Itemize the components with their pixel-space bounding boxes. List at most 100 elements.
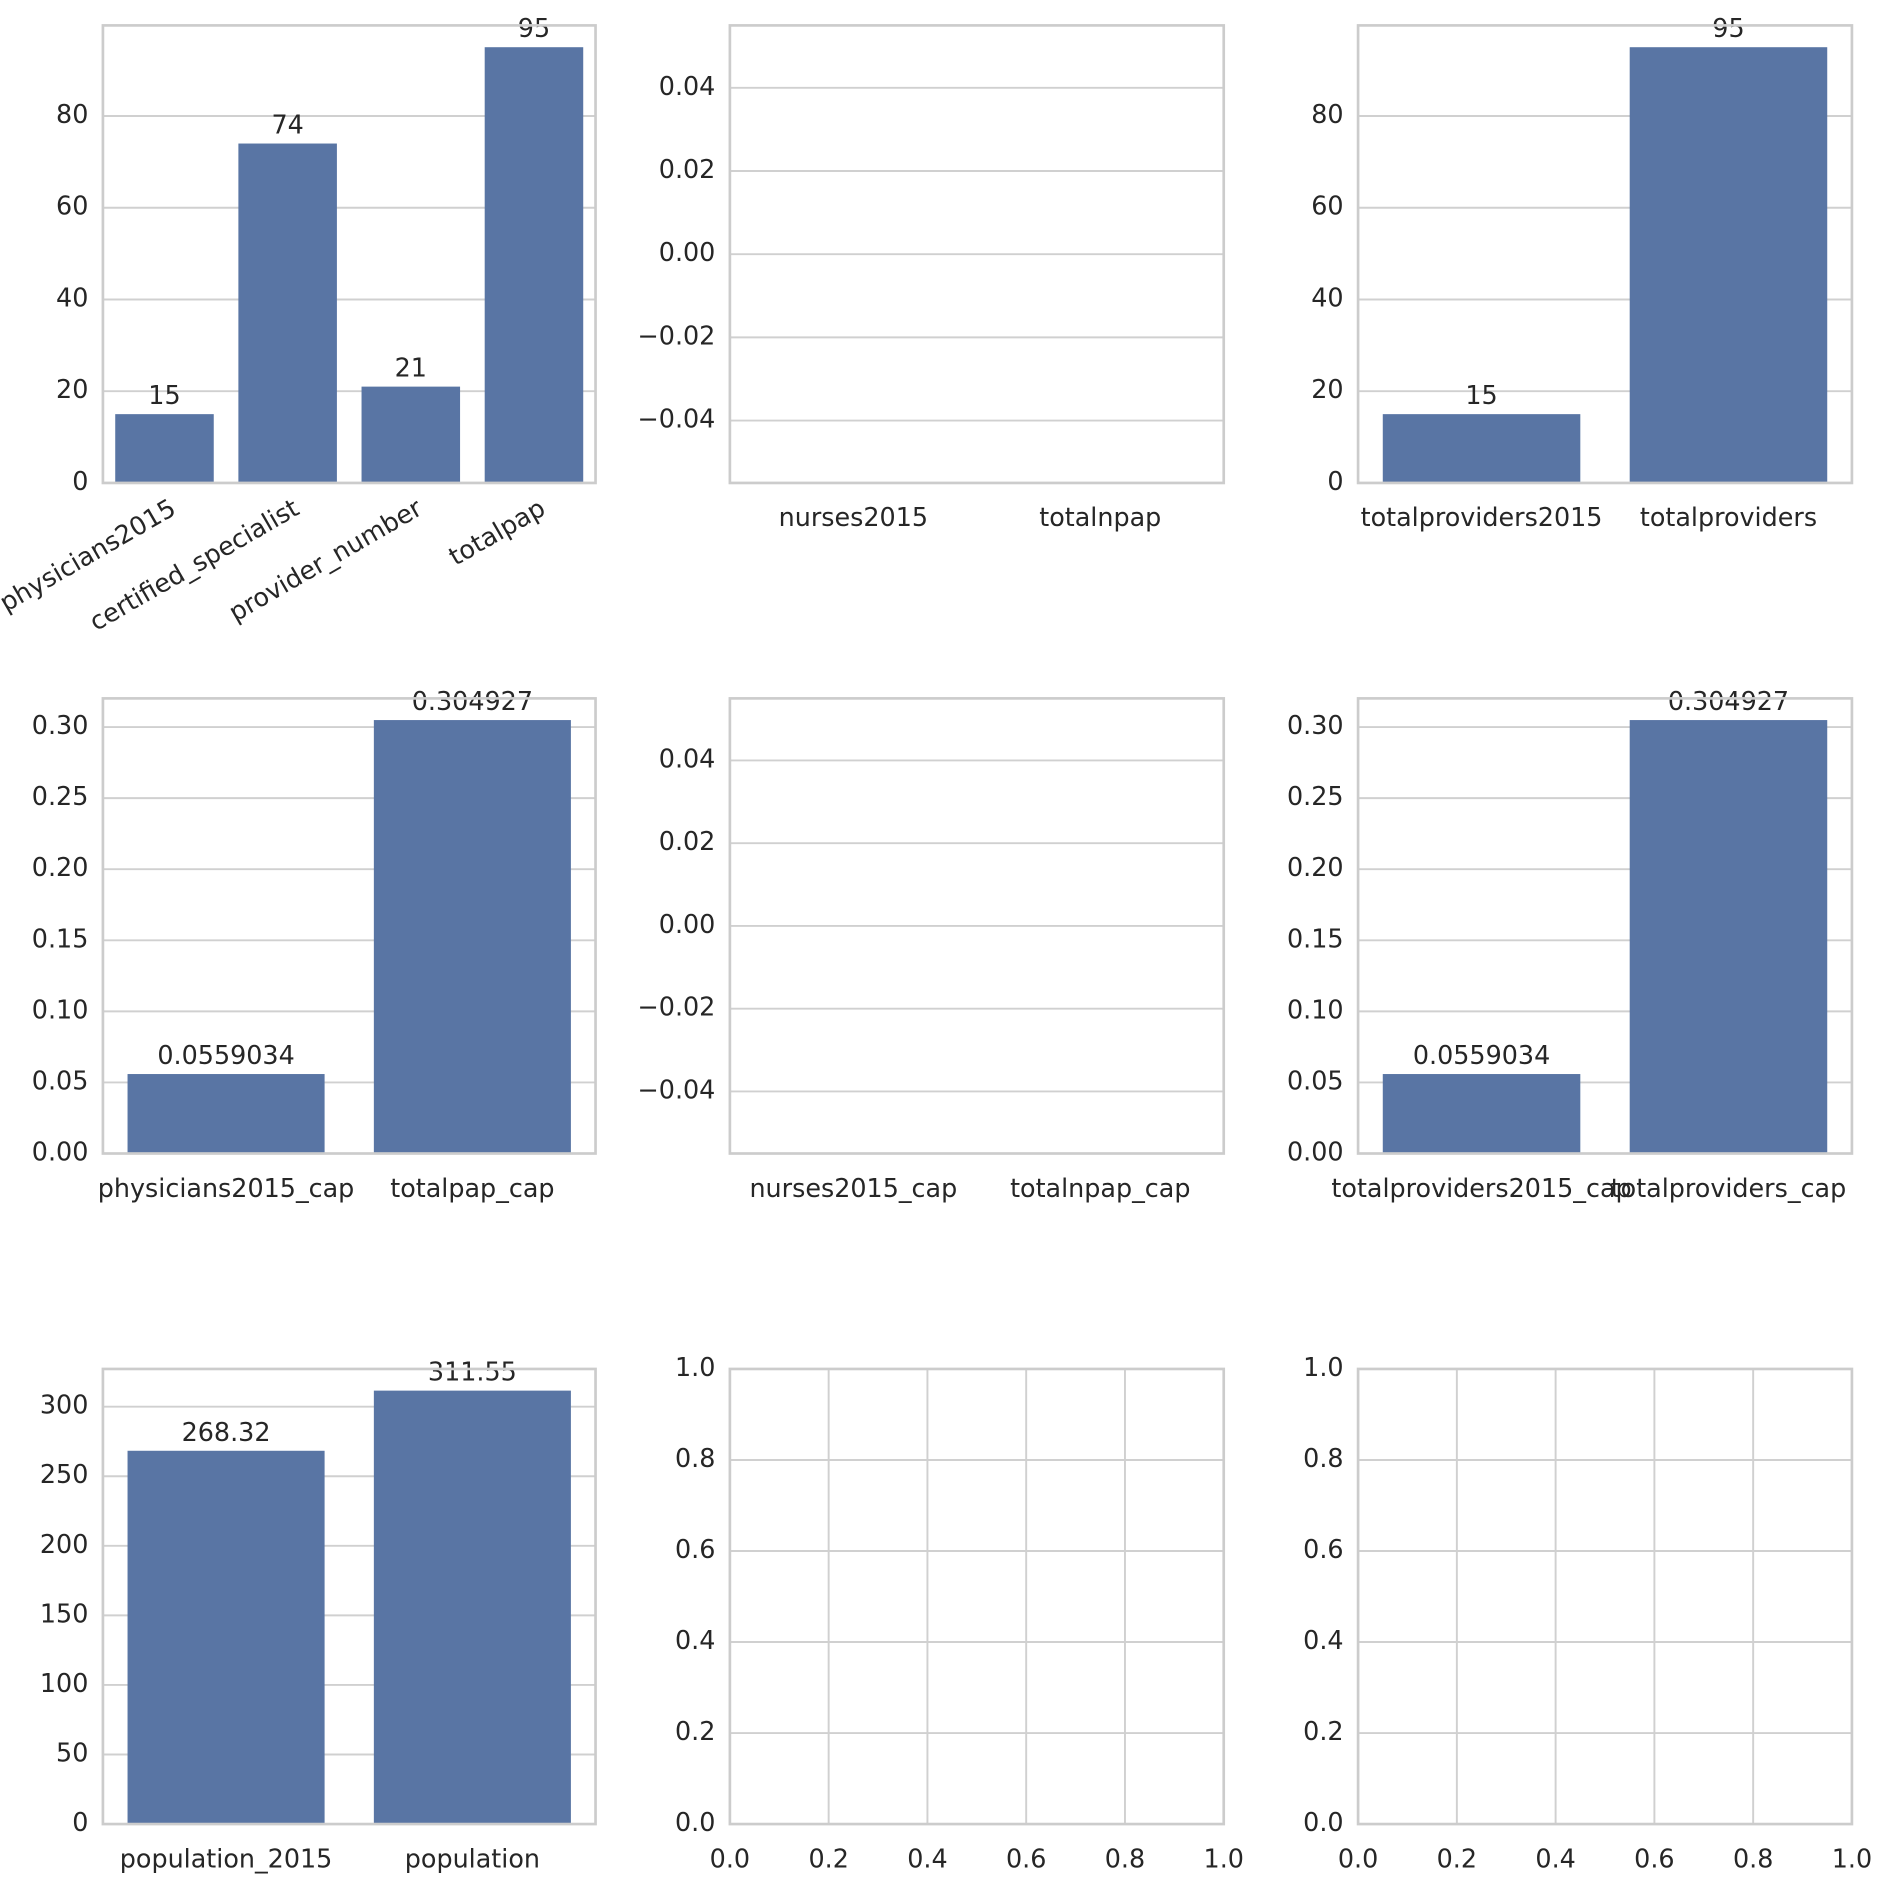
subplot: −0.04 −0.02 0.00 0.02 0.04 nurses2015_cap tota…	[638, 697, 1226, 1203]
y-tick-label: 20	[1311, 374, 1343, 404]
y-tick-label: 40	[56, 282, 88, 312]
bar-value-label: 0.304927	[412, 686, 533, 716]
bar-value-label: 0.0559034	[1413, 1040, 1550, 1070]
bar-value-label: 268.32	[182, 1417, 271, 1447]
subplot: 0.00 0.05 0.10 0.15 0.20 0.25 0.30 totalprovide…	[1287, 686, 1854, 1203]
axes-frame	[101, 24, 597, 485]
y-tick-label: 1.0	[1303, 1352, 1343, 1382]
y-tick-label: 0.10	[1287, 994, 1344, 1024]
bar	[115, 414, 214, 483]
bar	[1382, 1074, 1581, 1154]
y-tick-label: 80	[56, 99, 88, 129]
y-tick-label: −0.02	[638, 992, 716, 1022]
x-tick-label: physicians2015_cap	[98, 1173, 355, 1203]
x-tick-label: totalpap_cap	[390, 1173, 554, 1203]
y-tick-label: 20	[56, 374, 88, 404]
y-tick-label: 60	[56, 191, 88, 221]
y-tick-label: −0.04	[638, 404, 716, 434]
bar-value-label: 0.0559034	[157, 1040, 294, 1070]
y-tick-label: 0.20	[1287, 852, 1344, 882]
x-tick-label: 0.6	[1634, 1843, 1674, 1873]
axes-frame	[101, 697, 597, 1155]
y-tick-label: 0.8	[1303, 1443, 1343, 1473]
y-tick-label: 0.05	[1287, 1065, 1344, 1095]
y-tick-label: 0.8	[675, 1443, 715, 1473]
y-tick-label: 0.04	[659, 71, 716, 101]
y-tick-label: 0.15	[32, 923, 89, 953]
y-tick-label: 250	[40, 1459, 89, 1489]
subplot: −0.04 −0.02 0.00 0.02 0.04 nurses2015 totalnpa…	[638, 24, 1226, 532]
bar-value-label: 311.55	[428, 1357, 517, 1387]
y-tick-label: 50	[56, 1737, 88, 1767]
bar	[373, 1390, 571, 1825]
subplot: 0 50 100 150 200 250 300 population_2015 268.32 p…	[40, 1357, 597, 1873]
x-tick-label: 0.2	[1437, 1843, 1477, 1873]
axes-frame	[728, 697, 1226, 1155]
bar-value-label: 15	[148, 380, 180, 410]
y-tick-label: 0.00	[659, 237, 716, 267]
subplot: 020406080physicians201515certified_speci…	[0, 13, 597, 637]
axes-frame	[101, 1367, 597, 1826]
x-tick-label: totalnpap	[1039, 502, 1161, 532]
y-tick-label: 80	[1311, 99, 1343, 129]
x-tick-label: 0.4	[1535, 1843, 1575, 1873]
axes-frame	[1356, 24, 1854, 485]
bar-value-label: 0.304927	[1668, 686, 1789, 716]
bar	[484, 47, 584, 483]
bar	[1629, 47, 1828, 483]
x-tick-label: totalproviders_cap	[1611, 1173, 1847, 1203]
y-tick-label: −0.02	[638, 320, 716, 350]
bar	[361, 386, 461, 483]
y-tick-label: 40	[1311, 282, 1343, 312]
y-tick-label: 0.0	[1303, 1807, 1343, 1837]
y-tick-label: 0.30	[1287, 710, 1344, 740]
x-tick-label: 0.2	[808, 1843, 848, 1873]
y-tick-label: 0.0	[675, 1807, 715, 1837]
y-tick-label: 0.00	[32, 1137, 89, 1167]
y-tick-label: 0.10	[32, 994, 89, 1024]
x-tick-label: 0.0	[1338, 1843, 1378, 1873]
x-tick-label: 0.6	[1006, 1843, 1046, 1873]
subplot: 0 20 40 60 80 totalproviders2015 15 totalprovid…	[1311, 13, 1854, 532]
axes-frame	[1356, 697, 1854, 1155]
bar	[1629, 720, 1828, 1154]
y-tick-label: 0.00	[659, 909, 716, 939]
y-tick-label: 200	[40, 1529, 89, 1559]
bar-value-label: 95	[518, 13, 550, 43]
bar	[127, 1450, 325, 1825]
subplot: 0.00 0.05 0.10 0.15 0.20 0.25 0.30 physicians20…	[32, 686, 597, 1203]
y-tick-label: 0	[1327, 466, 1343, 496]
y-tick-label: 300	[40, 1390, 89, 1420]
axes-frame	[1356, 1367, 1854, 1826]
y-tick-label: −0.04	[638, 1074, 716, 1104]
y-tick-label: 0	[72, 1807, 88, 1837]
y-tick-label: 0	[72, 466, 88, 496]
x-tick-label: totalnpap_cap	[1010, 1173, 1190, 1203]
y-tick-label: 0.6	[1303, 1534, 1343, 1564]
x-tick-label: nurses2015_cap	[749, 1173, 957, 1203]
x-tick-label: totalproviders2015	[1361, 502, 1603, 532]
y-tick-label: 0.02	[659, 826, 716, 856]
y-tick-label: 100	[40, 1668, 89, 1698]
axes-frame	[728, 24, 1226, 485]
bar-value-label: 95	[1712, 13, 1744, 43]
bar	[238, 143, 337, 483]
x-tick-label: totalproviders2015_cap	[1331, 1173, 1631, 1203]
y-tick-label: 0.4	[1303, 1625, 1343, 1655]
x-tick-label: 0.4	[907, 1843, 947, 1873]
y-tick-label: 0.4	[675, 1625, 715, 1655]
y-tick-label: 0.2	[675, 1716, 715, 1746]
x-tick-label: certified_specialist	[84, 492, 304, 636]
x-tick-label: totalproviders	[1640, 502, 1817, 532]
y-tick-label: 150	[40, 1598, 89, 1628]
bar	[373, 720, 571, 1154]
bar-value-label: 74	[271, 110, 303, 140]
y-tick-label: 0.25	[1287, 781, 1344, 811]
x-tick-label: nurses2015	[779, 502, 928, 532]
y-tick-label: 60	[1311, 191, 1343, 221]
x-tick-label: population_2015	[120, 1843, 333, 1873]
y-tick-label: 1.0	[675, 1352, 715, 1382]
x-tick-label: population	[405, 1843, 540, 1873]
bar	[127, 1074, 325, 1154]
